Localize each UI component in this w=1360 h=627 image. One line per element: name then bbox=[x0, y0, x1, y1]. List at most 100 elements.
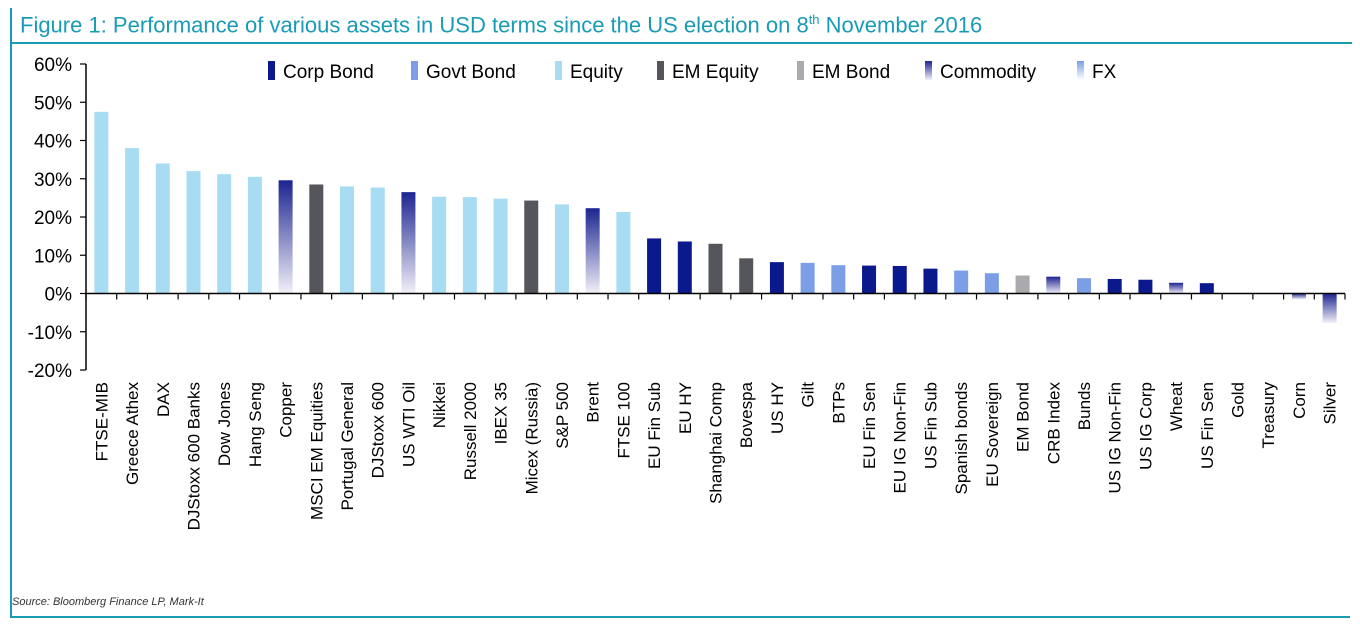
y-tick-label: 40% bbox=[34, 132, 72, 153]
category-label: EU Fin Sub bbox=[645, 382, 664, 469]
y-tick-label: -10% bbox=[28, 323, 72, 344]
category-label: Portugal General bbox=[338, 382, 357, 511]
bar-wheat bbox=[1169, 282, 1184, 294]
bar-micex-russia- bbox=[524, 200, 539, 294]
legend-label: Govt Bond bbox=[426, 62, 516, 83]
bar-bunds bbox=[1076, 278, 1091, 294]
y-tick-label: 60% bbox=[34, 55, 72, 76]
category-label: Gold bbox=[1229, 382, 1248, 418]
legend-label: Commodity bbox=[940, 62, 1037, 83]
category-label: Russell 2000 bbox=[461, 382, 480, 480]
bar-hang-seng bbox=[247, 176, 262, 294]
category-label: Shanghai Comp bbox=[707, 382, 726, 504]
category-label: EM Bond bbox=[1014, 382, 1033, 452]
category-label: US IG Corp bbox=[1136, 382, 1155, 470]
category-label: FTSE-MIB bbox=[92, 382, 111, 461]
y-tick-label: 0% bbox=[45, 285, 73, 306]
y-tick-label: -20% bbox=[28, 361, 72, 382]
x-axis: FTSE-MIB Greece Athex DAX DJStoxx 600 Banks… bbox=[85, 292, 1346, 530]
bar-nikkei bbox=[432, 196, 447, 294]
bar-us-fin-sen bbox=[1199, 283, 1214, 294]
bar-us-hy bbox=[769, 262, 784, 294]
category-label: IBEX 35 bbox=[492, 382, 511, 444]
category-label: FTSE 100 bbox=[614, 382, 633, 459]
bar-eu-fin-sen bbox=[862, 265, 877, 294]
category-label: Brent bbox=[584, 382, 603, 423]
category-label: DAX bbox=[154, 382, 173, 417]
footer-line bbox=[10, 616, 1350, 618]
bar-ftse-100 bbox=[616, 212, 631, 294]
category-label: Treasury bbox=[1259, 382, 1278, 449]
category-label: EU IG Non-Fin bbox=[891, 382, 910, 493]
bar-brent bbox=[585, 208, 600, 294]
legend-label: EM Equity bbox=[672, 62, 759, 83]
category-label: US HY bbox=[768, 382, 787, 434]
category-label: Bunds bbox=[1075, 382, 1094, 430]
y-axis: -20% -10% 0% 10% 20% 30% 40% 50% 60% bbox=[28, 55, 87, 382]
bar-ibex-35 bbox=[493, 198, 508, 294]
category-label: EU Fin Sen bbox=[860, 382, 879, 469]
category-label: Dow Jones bbox=[215, 382, 234, 466]
legend-swatch bbox=[925, 61, 932, 80]
category-label: US WTI Oil bbox=[399, 382, 418, 467]
y-tick-label: 10% bbox=[34, 246, 72, 267]
bar-dax bbox=[155, 163, 170, 294]
bar-ftse-mib bbox=[94, 111, 109, 294]
category-label: Greece Athex bbox=[123, 382, 142, 486]
category-label: US Fin Sub bbox=[921, 382, 940, 469]
source-note: Source: Bloomberg Finance LP, Mark-It bbox=[12, 596, 204, 608]
y-tick-label: 30% bbox=[34, 170, 72, 191]
title-prefix: Figure 1: Performance of various assets … bbox=[20, 12, 809, 38]
legend-label: Equity bbox=[570, 62, 623, 83]
bar-us-ig-non-fin bbox=[1107, 278, 1122, 294]
bar-spanish-bonds bbox=[954, 270, 969, 294]
bar-shanghai-comp bbox=[708, 243, 723, 294]
category-label: MSCI EM Equities bbox=[307, 382, 326, 520]
category-label: S&P 500 bbox=[553, 382, 572, 449]
title-superscript: th bbox=[808, 12, 820, 27]
category-label: DJStoxx 600 bbox=[369, 382, 388, 478]
bar-eu-fin-sub bbox=[647, 238, 662, 294]
legend-swatch bbox=[657, 61, 664, 80]
bar-eu-hy bbox=[677, 241, 692, 294]
category-label: Nikkei bbox=[430, 382, 449, 428]
left-rule bbox=[10, 42, 12, 618]
category-label: Micex (Russia) bbox=[522, 382, 541, 494]
legend: Corp Bond Govt Bond Equity EM Equity EM Bond… bbox=[268, 61, 1117, 83]
category-label: US IG Non-Fin bbox=[1106, 382, 1125, 493]
category-label: Silver bbox=[1321, 382, 1340, 425]
bar-eu-sovereign bbox=[984, 273, 999, 294]
category-label: EU HY bbox=[676, 382, 695, 434]
bar-em-bond bbox=[1015, 275, 1030, 294]
category-label: Spanish bonds bbox=[952, 382, 971, 494]
bars bbox=[94, 111, 1337, 323]
chart-title: Figure 1: Performance of various assets … bbox=[20, 12, 982, 38]
bar-eu-ig-non-fin bbox=[892, 265, 907, 294]
bar-us-fin-sub bbox=[923, 268, 938, 294]
category-label: Gilt bbox=[799, 382, 818, 408]
bar-btps bbox=[831, 265, 846, 294]
category-label: CRB Index bbox=[1044, 382, 1063, 465]
legend-swatch bbox=[797, 61, 804, 80]
y-tick-label: 50% bbox=[34, 93, 72, 114]
legend-swatch bbox=[1077, 61, 1084, 80]
bar-copper bbox=[278, 180, 293, 294]
category-label: BTPs bbox=[829, 382, 848, 424]
y-tick-label: 20% bbox=[34, 208, 72, 229]
bar-corn bbox=[1291, 293, 1306, 300]
bar-bovespa bbox=[739, 258, 754, 294]
legend-swatch bbox=[268, 61, 275, 80]
legend-label: EM Bond bbox=[812, 62, 890, 83]
category-label: Copper bbox=[277, 382, 296, 438]
category-label: Hang Seng bbox=[246, 382, 265, 467]
bar-greece-athex bbox=[125, 148, 140, 294]
category-label: Wheat bbox=[1167, 382, 1186, 431]
bar-djstoxx-600-banks bbox=[186, 171, 201, 294]
bar-gilt bbox=[800, 262, 815, 294]
bar-djstoxx-600 bbox=[370, 187, 385, 294]
category-label: EU Sovereign bbox=[983, 382, 1002, 487]
bar-silver bbox=[1322, 293, 1337, 323]
bar-portugal-general bbox=[340, 186, 355, 294]
bar-s-p-500 bbox=[554, 204, 569, 294]
